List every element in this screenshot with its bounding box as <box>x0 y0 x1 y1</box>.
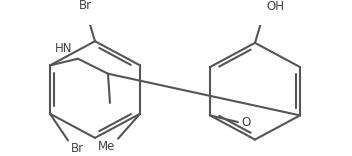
Text: Me: Me <box>98 140 115 153</box>
Text: Br: Br <box>78 0 92 12</box>
Text: Br: Br <box>71 142 84 155</box>
Text: O: O <box>241 116 250 129</box>
Text: HN: HN <box>55 41 72 55</box>
Text: OH: OH <box>266 0 284 13</box>
